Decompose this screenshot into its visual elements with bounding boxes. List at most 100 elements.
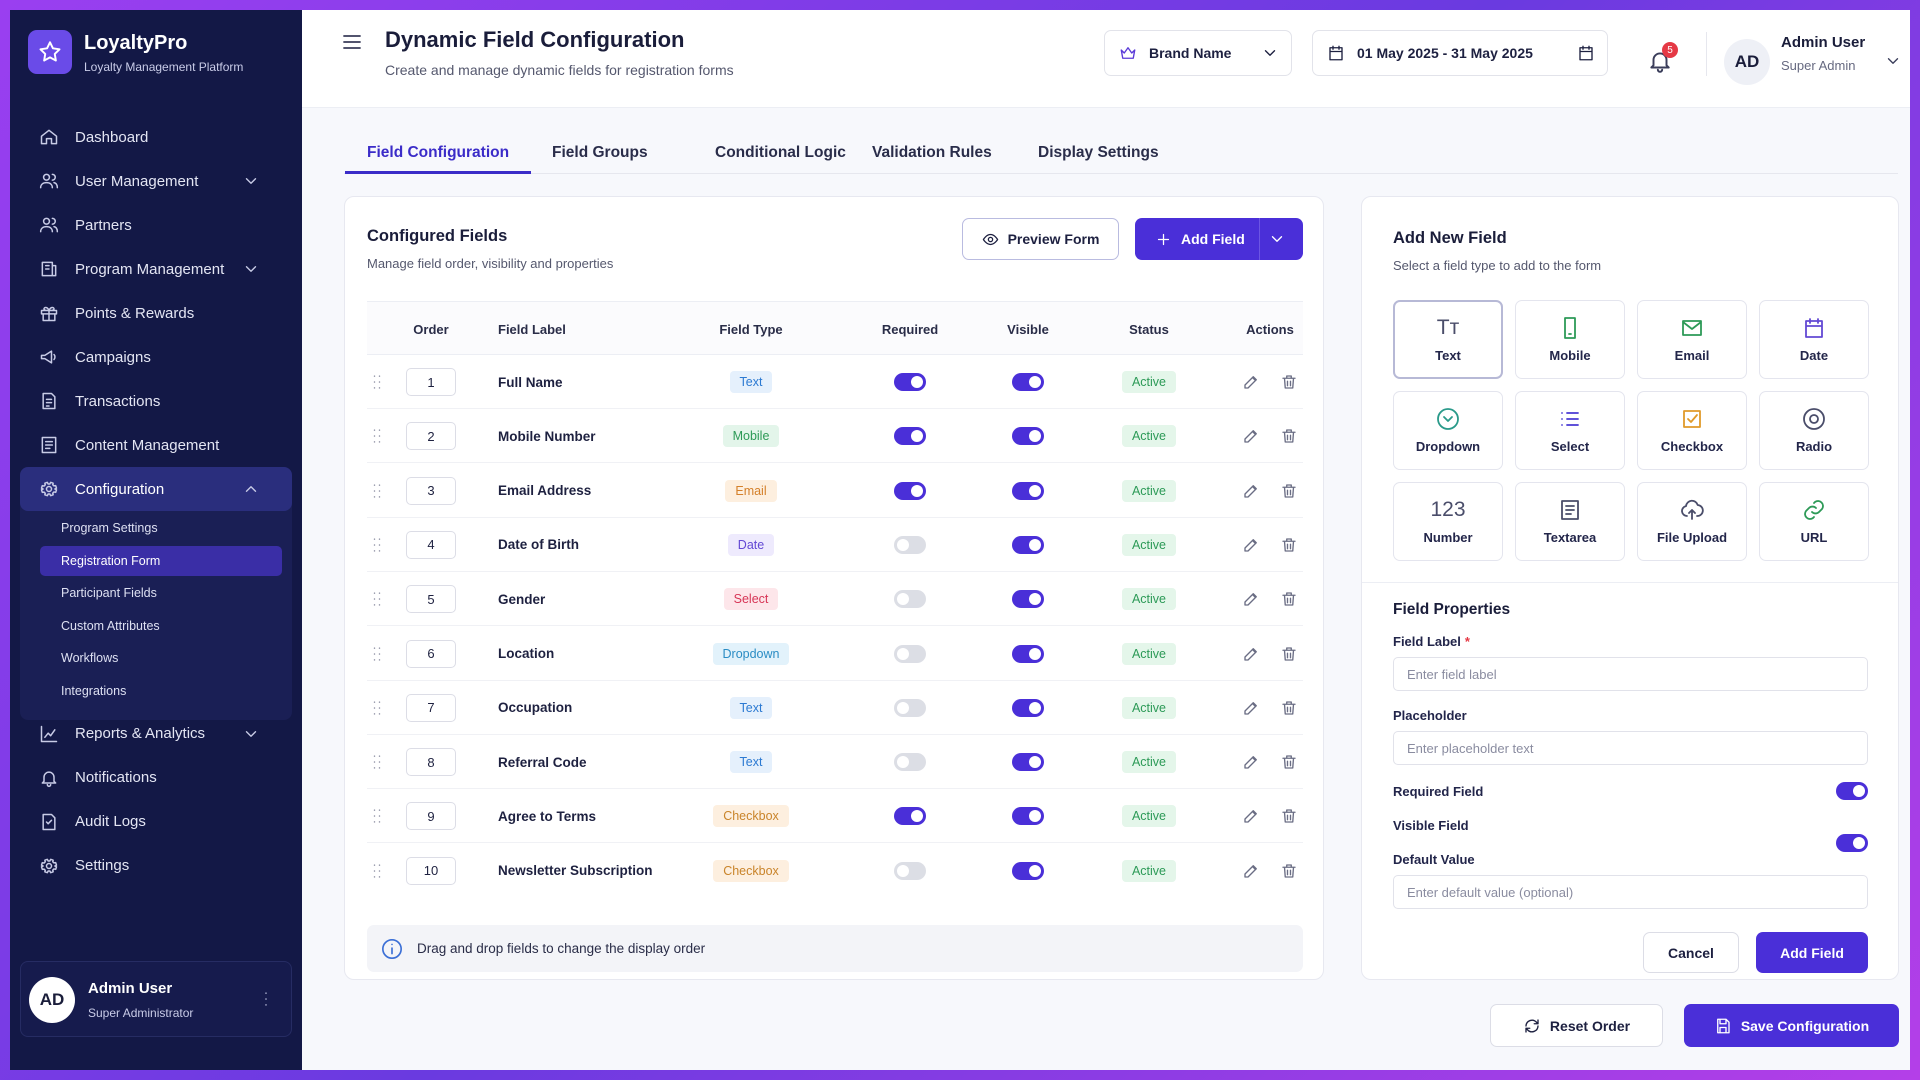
delete-action[interactable] [1280,427,1298,445]
sub-nav-item[interactable]: Participant Fields [61,586,157,601]
visible-toggle[interactable] [1012,753,1044,772]
tab[interactable]: Field Configuration [367,144,510,161]
user-chevron[interactable] [1884,52,1902,70]
nav-item[interactable]: Dashboard [20,115,292,159]
sub-nav-item[interactable]: Workflows [61,651,119,666]
visible-toggle[interactable] [1012,427,1044,446]
drag-handle[interactable] [367,481,387,501]
order-input[interactable]: 4 [406,530,456,559]
visible-toggle[interactable] [1012,535,1044,554]
delete-action[interactable] [1280,482,1298,500]
preview-button[interactable]: Preview Form [962,218,1119,260]
drag-handle[interactable] [367,589,387,609]
edit-action[interactable] [1242,590,1260,608]
field-type-tile[interactable]: Textarea [1515,482,1625,561]
user-menu[interactable] [256,989,276,1009]
nav-item[interactable]: Audit Logs [20,800,292,844]
tab[interactable]: Display Settings [1038,144,1159,161]
edit-action[interactable] [1242,645,1260,663]
nav-item[interactable]: Partners [20,203,292,247]
menu-toggle[interactable] [340,30,364,54]
field-label-input[interactable]: Enter field label [1393,657,1868,691]
delete-action[interactable] [1280,373,1298,391]
sub-nav-item[interactable]: Program Settings [61,521,158,535]
field-type-tile[interactable]: Email [1637,300,1747,379]
order-input[interactable]: 9 [406,802,456,831]
required-toggle[interactable] [894,753,926,772]
default-value-input[interactable]: Enter default value (optional) [1393,875,1868,909]
field-type-tile[interactable]: URL [1759,482,1869,561]
order-input[interactable]: 3 [406,476,456,505]
drag-handle[interactable] [367,861,387,881]
field-type-tile[interactable]: Dropdown [1393,391,1503,470]
nav-item[interactable]: User Management [20,159,292,203]
date-range[interactable]: 01 May 2025 - 31 May 2025 [1312,30,1608,76]
drag-handle[interactable] [367,426,387,446]
field-type-tile[interactable]: Select [1515,391,1625,470]
edit-action[interactable] [1242,699,1260,717]
placeholder-input[interactable]: Enter placeholder text [1393,731,1868,765]
field-type-tile[interactable]: 123 Number [1393,482,1503,561]
required-toggle[interactable] [894,373,926,391]
required-toggle[interactable] [894,698,926,717]
drag-handle[interactable] [367,698,387,718]
sub-nav-item[interactable]: Custom Attributes [61,618,160,633]
brand-select[interactable]: Brand Name [1104,30,1292,76]
edit-action[interactable] [1242,862,1260,880]
delete-action[interactable] [1280,862,1298,880]
add-field-submit[interactable]: Add Field [1756,932,1868,973]
nav-item[interactable]: Reports & Analytics [20,712,292,756]
visible-toggle[interactable] [1012,590,1044,609]
required-field-toggle[interactable] [1836,782,1868,800]
visible-toggle[interactable] [1012,373,1044,391]
field-type-tile[interactable]: Checkbox [1637,391,1747,470]
tab[interactable]: Field Groups [552,144,648,161]
tab[interactable]: Conditional Logic [715,144,846,161]
drag-handle[interactable] [367,752,387,772]
visible-field-toggle[interactable] [1836,834,1868,852]
order-input[interactable]: 10 [406,856,456,885]
required-toggle[interactable] [894,861,926,880]
sub-nav-item[interactable]: Integrations [61,684,127,698]
required-toggle[interactable] [894,807,926,826]
sub-nav-item[interactable]: Registration Form [40,545,282,576]
order-input[interactable]: 5 [406,585,456,614]
required-toggle[interactable] [894,481,926,500]
required-toggle[interactable] [894,590,926,609]
field-type-tile[interactable]: Mobile [1515,300,1625,379]
save-configuration-button[interactable]: Save Configuration [1684,1004,1899,1047]
edit-action[interactable] [1242,427,1260,445]
notifications[interactable]: 5 [1647,42,1678,74]
nav-item[interactable]: Program Management [20,247,292,291]
drag-handle[interactable] [367,644,387,664]
field-type-tile[interactable]: Date [1759,300,1869,379]
delete-action[interactable] [1280,753,1298,771]
nav-item[interactable]: Transactions [20,379,292,423]
edit-action[interactable] [1242,482,1260,500]
required-toggle[interactable] [894,427,926,446]
order-input[interactable]: 7 [406,693,456,722]
field-type-tile[interactable]: Tт Text [1393,300,1503,379]
edit-action[interactable] [1242,536,1260,554]
delete-action[interactable] [1280,699,1298,717]
drag-handle[interactable] [367,806,387,826]
visible-toggle[interactable] [1012,481,1044,500]
edit-action[interactable] [1242,373,1260,391]
nav-item[interactable]: Campaigns [20,335,292,379]
field-type-tile[interactable]: Radio [1759,391,1869,470]
nav-item[interactable]: Configuration [20,467,292,511]
drag-handle[interactable] [367,535,387,555]
visible-toggle[interactable] [1012,861,1044,880]
required-toggle[interactable] [894,535,926,554]
drag-handle[interactable] [367,372,387,392]
tab[interactable]: Validation Rules [872,144,992,161]
visible-toggle[interactable] [1012,807,1044,826]
cancel-button[interactable]: Cancel [1643,932,1739,973]
reset-order-button[interactable]: Reset Order [1490,1004,1663,1047]
visible-toggle[interactable] [1012,698,1044,717]
nav-item[interactable]: Notifications [20,756,292,800]
required-toggle[interactable] [894,644,926,663]
nav-item[interactable]: Settings [20,844,292,888]
visible-toggle[interactable] [1012,644,1044,663]
nav-item[interactable]: Content Management [20,423,292,467]
